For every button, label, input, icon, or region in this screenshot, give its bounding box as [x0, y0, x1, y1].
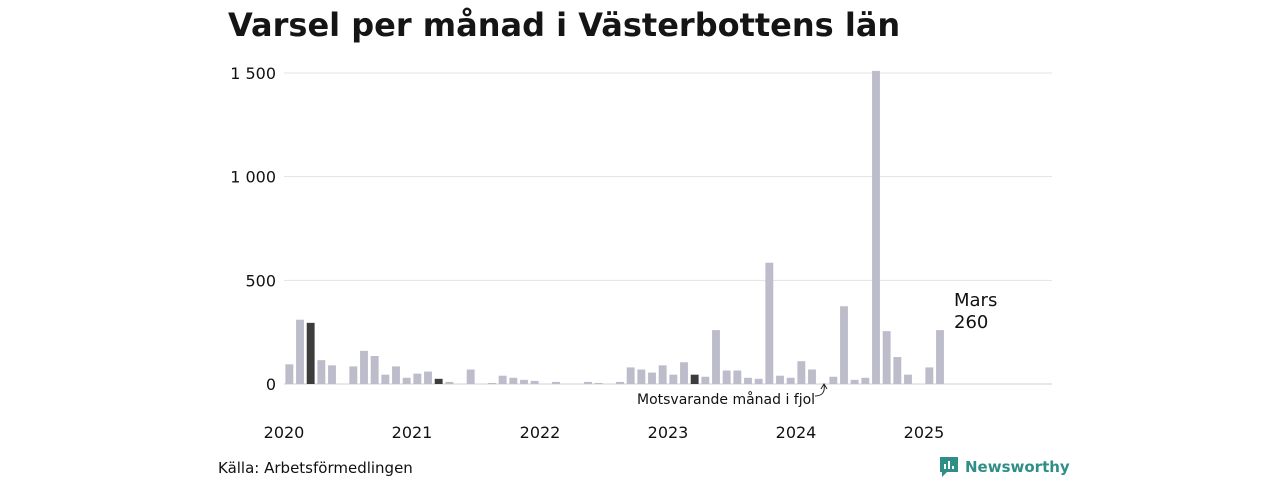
- bar-2023-06: [722, 370, 731, 384]
- current-month-value: 260: [954, 312, 988, 333]
- bar-2022-08: [616, 381, 624, 384]
- bar-2020-01: [285, 364, 294, 384]
- bar-2020-03: [306, 322, 315, 384]
- bar-2021-12: [530, 380, 539, 384]
- bars: [285, 70, 944, 385]
- bar-2020-07: [349, 366, 358, 384]
- x-axis-ticks: 2020 2021 2022 2023 2024 2025: [264, 423, 945, 442]
- bar-2023-04: [701, 376, 710, 384]
- bar-2024-02: [808, 369, 816, 384]
- y-tick-label: 0: [266, 375, 276, 394]
- bar-2023-01: [669, 374, 678, 384]
- bar-2023-09: [754, 378, 763, 384]
- current-month-label: Mars: [954, 290, 997, 311]
- bar-2023-03: [690, 374, 699, 384]
- bar-2022-06: [594, 382, 603, 384]
- bar-2021-01: [413, 373, 422, 384]
- brand-name: Newsworthy: [965, 458, 1070, 476]
- bar-2023-02: [680, 362, 688, 384]
- bar-2020-08: [360, 350, 368, 384]
- bar-2024-04: [829, 376, 838, 384]
- y-tick-label: 1 500: [230, 64, 276, 83]
- bar-2024-07: [861, 377, 870, 384]
- bar-2024-05: [840, 306, 848, 384]
- bar-2023-12: [786, 377, 795, 384]
- newsworthy-icon: [940, 457, 958, 477]
- bar-2025-01: [925, 367, 934, 384]
- bar-2021-11: [520, 379, 528, 384]
- bar-2022-02: [552, 381, 560, 384]
- bar-2021-08: [488, 382, 496, 384]
- bar-2022-11: [648, 372, 656, 384]
- bar-2020-10: [381, 374, 390, 384]
- bar-2022-10: [637, 369, 646, 384]
- bar-2025-02: [936, 330, 944, 384]
- x-tick-label: 2022: [520, 423, 561, 442]
- bar-2023-11: [776, 375, 784, 384]
- x-tick-label: 2023: [648, 423, 689, 442]
- bar-2023-05: [712, 330, 720, 384]
- bar-2023-07: [733, 370, 742, 384]
- x-tick-label: 2020: [264, 423, 305, 442]
- source-note: Källa: Arbetsförmedlingen: [218, 459, 413, 477]
- brand-logo[interactable]: Newsworthy: [939, 456, 1070, 478]
- bar-2024-01: [797, 361, 806, 384]
- y-tick-label: 500: [245, 271, 276, 290]
- chart-title: Varsel per månad i Västerbottens län: [228, 6, 901, 44]
- bar-2024-08: [872, 70, 880, 385]
- bar-2024-10: [893, 357, 902, 384]
- bar-2020-02: [296, 319, 304, 384]
- y-tick-label: 1 000: [230, 168, 276, 187]
- bar-2024-11: [904, 374, 912, 384]
- annotation-arrow: [814, 383, 825, 397]
- bar-2021-06: [466, 369, 475, 384]
- x-tick-label: 2025: [904, 423, 945, 442]
- y-axis-ticks: 0 500 1 000 1 500: [230, 64, 276, 394]
- bar-2022-12: [658, 365, 667, 384]
- bar-2021-03: [434, 378, 443, 384]
- bar-2023-10: [765, 262, 774, 384]
- bar-2021-10: [509, 377, 518, 384]
- annotation-arrowhead: [820, 383, 828, 390]
- bar-2020-12: [402, 377, 411, 384]
- bar-2022-09: [626, 367, 635, 384]
- bar-2021-02: [424, 371, 432, 384]
- bar-2024-06: [850, 379, 859, 384]
- bar-2022-05: [584, 381, 592, 384]
- bar-2024-09: [882, 331, 891, 384]
- bar-2020-09: [370, 356, 379, 384]
- bar-2021-09: [498, 375, 507, 384]
- bar-2023-08: [744, 377, 752, 384]
- bar-2020-04: [317, 360, 326, 384]
- bar-2021-04: [445, 381, 454, 384]
- x-tick-label: 2021: [392, 423, 433, 442]
- x-tick-label: 2024: [776, 423, 817, 442]
- gridlines: [284, 72, 1052, 385]
- previous-year-note: Motsvarande månad i fjol: [637, 391, 815, 408]
- bar-2020-05: [328, 365, 336, 384]
- bar-2020-11: [392, 366, 400, 384]
